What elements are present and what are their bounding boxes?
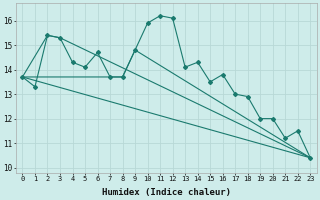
X-axis label: Humidex (Indice chaleur): Humidex (Indice chaleur) — [102, 188, 231, 197]
